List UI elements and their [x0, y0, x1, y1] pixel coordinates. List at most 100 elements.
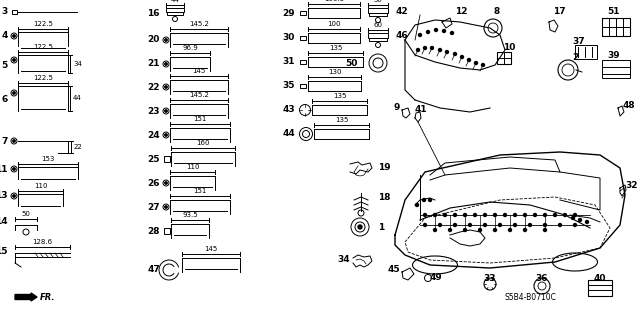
- Text: 43: 43: [282, 106, 295, 115]
- Circle shape: [419, 33, 422, 36]
- Circle shape: [474, 62, 477, 64]
- Circle shape: [13, 195, 15, 197]
- Bar: [300, 60, 306, 64]
- Text: 19: 19: [378, 162, 390, 172]
- Circle shape: [431, 47, 433, 49]
- Text: 151: 151: [193, 188, 207, 194]
- Circle shape: [165, 63, 167, 65]
- Text: 21: 21: [147, 60, 160, 69]
- Bar: [300, 11, 306, 15]
- Circle shape: [513, 213, 516, 217]
- Text: 135: 135: [329, 45, 342, 51]
- Text: 22: 22: [147, 83, 160, 92]
- Circle shape: [529, 224, 531, 226]
- Text: 122.5: 122.5: [33, 21, 53, 27]
- Circle shape: [479, 228, 481, 232]
- Circle shape: [13, 140, 15, 142]
- Circle shape: [13, 92, 15, 94]
- Text: 26: 26: [147, 179, 160, 188]
- Circle shape: [165, 206, 167, 208]
- Text: 3: 3: [2, 8, 8, 17]
- Circle shape: [559, 224, 561, 226]
- Text: 110: 110: [34, 183, 47, 189]
- Circle shape: [586, 220, 589, 224]
- Text: 145: 145: [193, 68, 205, 74]
- Text: 8: 8: [494, 8, 500, 17]
- Text: 10: 10: [503, 43, 515, 53]
- Circle shape: [543, 228, 547, 232]
- Text: 31: 31: [282, 57, 295, 66]
- Circle shape: [424, 224, 426, 226]
- Circle shape: [438, 224, 442, 226]
- Text: 160: 160: [196, 140, 210, 146]
- Text: 5: 5: [2, 61, 8, 70]
- Circle shape: [165, 86, 167, 88]
- Text: 22: 22: [74, 144, 83, 150]
- Circle shape: [463, 228, 467, 232]
- FancyArrow shape: [15, 293, 37, 301]
- Circle shape: [449, 228, 451, 232]
- Circle shape: [454, 213, 456, 217]
- Text: 11: 11: [0, 165, 8, 174]
- Bar: [164, 156, 170, 162]
- Text: FR.: FR.: [40, 293, 56, 301]
- Circle shape: [433, 213, 436, 217]
- Circle shape: [426, 31, 429, 33]
- Circle shape: [563, 213, 566, 217]
- Circle shape: [467, 58, 470, 62]
- Text: 35: 35: [282, 81, 295, 91]
- Text: 37: 37: [572, 38, 584, 47]
- Bar: [602, 60, 630, 78]
- Circle shape: [504, 213, 506, 217]
- Text: 20: 20: [148, 35, 160, 44]
- Circle shape: [572, 217, 575, 219]
- Circle shape: [483, 224, 486, 226]
- Text: 128.6: 128.6: [33, 239, 52, 245]
- Text: 33: 33: [484, 274, 496, 283]
- Circle shape: [543, 213, 547, 217]
- Text: 135: 135: [333, 93, 346, 99]
- Text: 6: 6: [2, 95, 8, 105]
- Text: 25: 25: [147, 154, 160, 164]
- Text: 34: 34: [73, 61, 82, 67]
- Text: 51: 51: [607, 8, 620, 17]
- Circle shape: [554, 213, 557, 217]
- Circle shape: [417, 48, 419, 51]
- Circle shape: [524, 213, 527, 217]
- Circle shape: [454, 224, 456, 226]
- Circle shape: [573, 213, 577, 217]
- Text: 18: 18: [378, 194, 390, 203]
- Text: 15: 15: [0, 247, 8, 256]
- Text: 4: 4: [2, 32, 8, 41]
- Text: 12: 12: [455, 8, 467, 17]
- Text: 44: 44: [171, 0, 179, 3]
- Text: 145.2: 145.2: [189, 92, 209, 98]
- Bar: [602, 18, 630, 36]
- Text: 7: 7: [2, 137, 8, 145]
- Circle shape: [422, 198, 426, 202]
- Circle shape: [424, 213, 426, 217]
- Bar: [368, 33, 388, 38]
- Text: 16: 16: [147, 9, 160, 18]
- Circle shape: [165, 39, 167, 41]
- Text: 153: 153: [42, 156, 54, 162]
- Text: 1: 1: [378, 222, 384, 232]
- Text: 48: 48: [623, 100, 636, 109]
- Bar: [12, 10, 17, 14]
- Text: 50: 50: [22, 211, 31, 217]
- Bar: [167, 12, 183, 15]
- Text: 27: 27: [147, 203, 160, 211]
- Text: 110: 110: [186, 164, 199, 170]
- Text: 44: 44: [282, 130, 295, 138]
- Text: 28: 28: [147, 226, 160, 235]
- Text: 60: 60: [374, 22, 383, 28]
- Text: 34: 34: [337, 256, 350, 264]
- Text: 30: 30: [283, 33, 295, 42]
- Circle shape: [461, 56, 463, 58]
- Circle shape: [579, 219, 582, 221]
- Circle shape: [13, 59, 15, 61]
- Circle shape: [481, 63, 484, 66]
- Text: 50: 50: [374, 0, 383, 3]
- Text: 96.9: 96.9: [182, 45, 198, 51]
- Circle shape: [165, 134, 167, 136]
